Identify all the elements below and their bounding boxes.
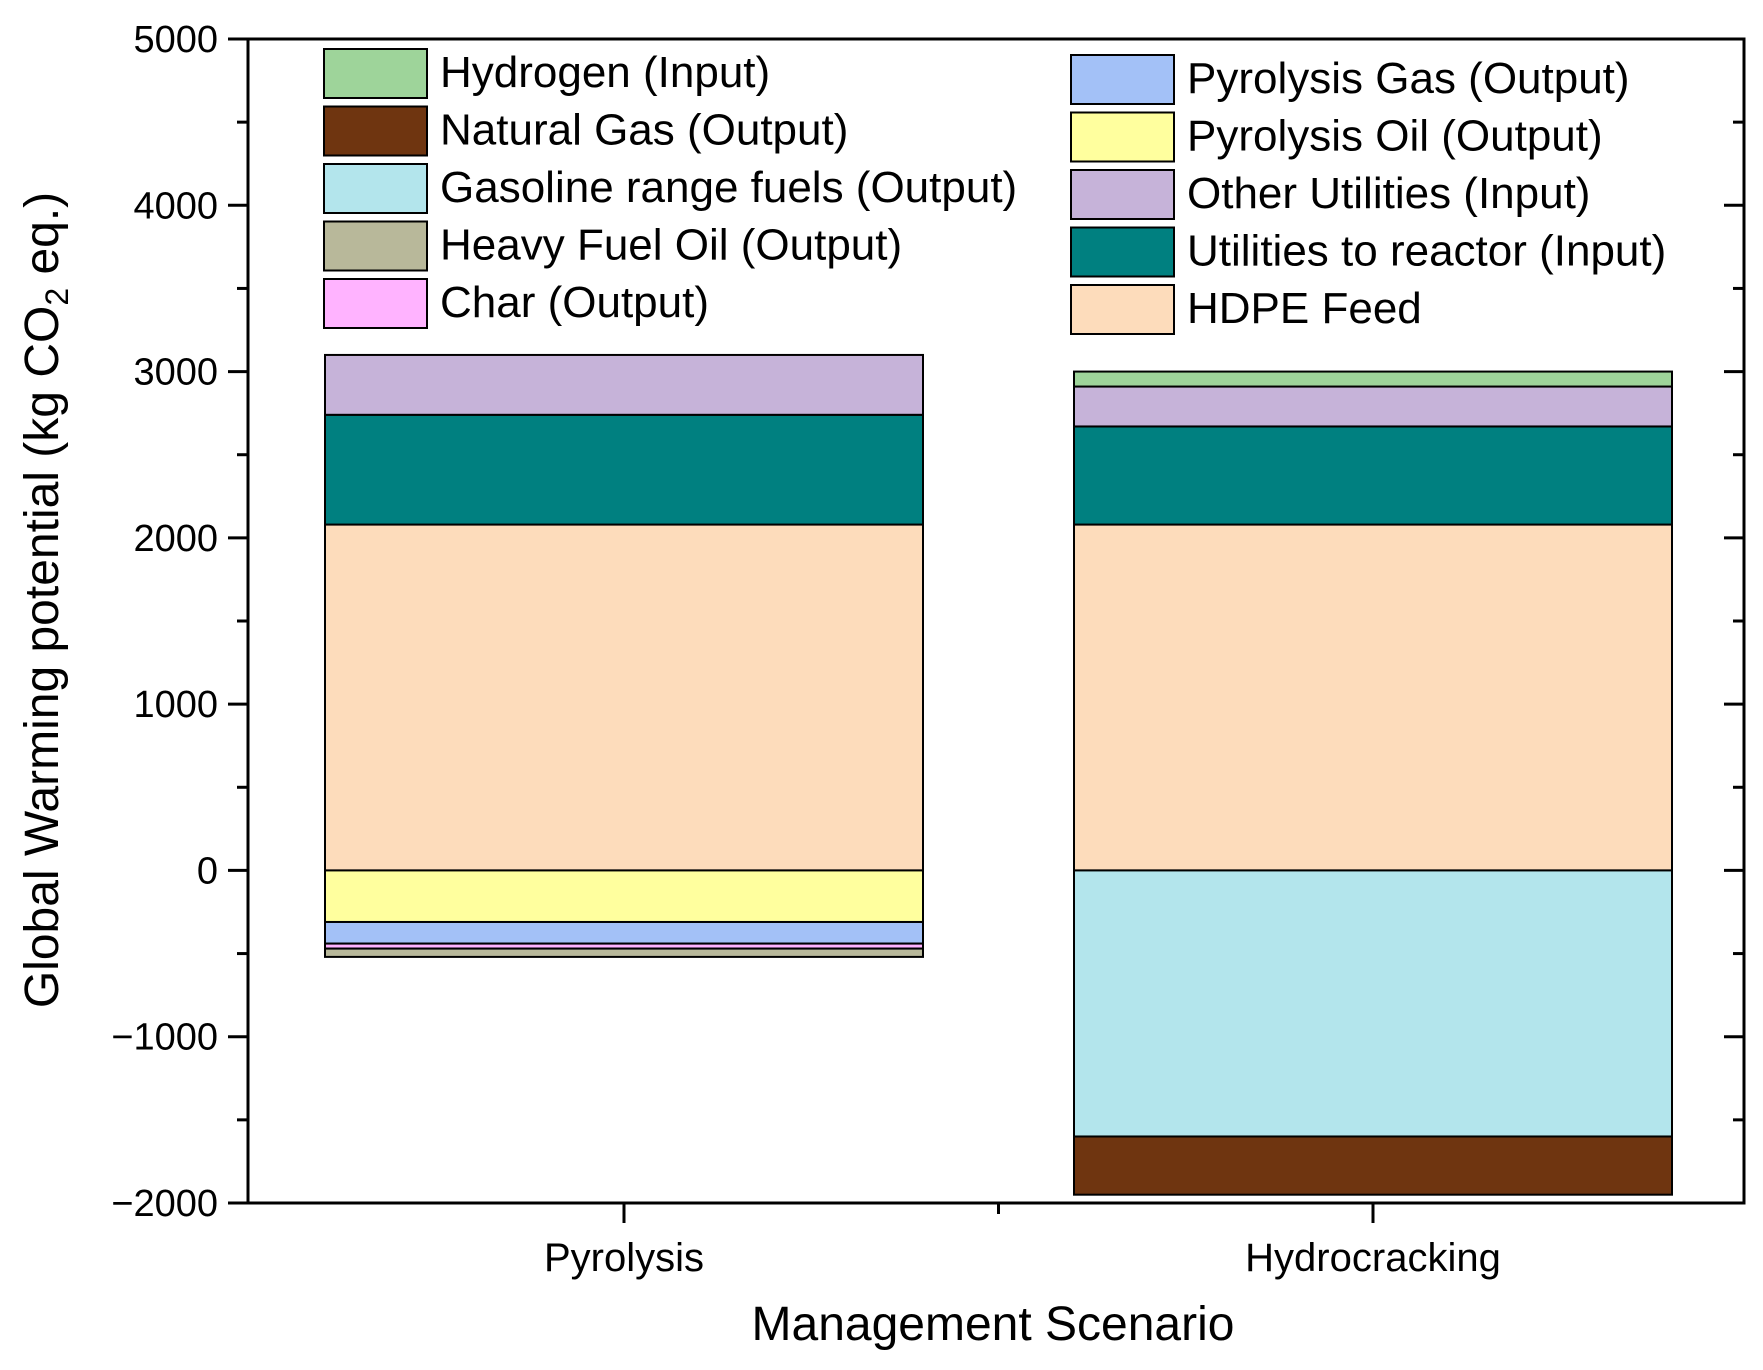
y-tick-label: −1000 — [111, 1017, 218, 1059]
legend-swatch-hdpe-feed — [1070, 284, 1175, 335]
legend-label-gasoline-range-fuels-output: Gasoline range fuels (Output) — [440, 163, 1017, 212]
legend-swatch-pyrolysis-oil-output — [1070, 111, 1175, 163]
x-tick-label-pyrolysis: Pyrolysis — [544, 1236, 704, 1280]
legend-swatch-other-utilities-input — [1070, 169, 1175, 220]
legend-swatch-char-output — [323, 278, 428, 329]
axes-layer: 5000 4000 3000 2000 1000 0 −1000 −2000 Pyrolysis… — [111, 19, 1746, 1280]
bar-segment-hydrocracking-hdpe-feed — [1073, 523, 1673, 872]
y-tick-label: 2000 — [133, 518, 218, 560]
bar-segment-pyrolysis-other-utilities-input — [324, 353, 924, 416]
legend-swatch-pyrolysis-gas-output — [1070, 54, 1175, 105]
legend-label-char-output: Char (Output) — [440, 278, 709, 327]
bar-segment-hydrocracking-other-utilities-input — [1073, 385, 1673, 428]
legend: Hydrogen (Input) Natural Gas (Output) Gaso… — [323, 48, 1666, 335]
bar-segment-pyrolysis-utilities-to-reactor-input — [324, 413, 924, 526]
legend-swatch-hydrogen-input — [323, 48, 428, 99]
x-tick-label-hydrocracking: Hydrocracking — [1245, 1236, 1501, 1280]
bar-segment-pyrolysis-pyrolysis-gas-output — [324, 920, 924, 945]
bar-segment-hydrocracking-utilities-to-reactor-input — [1073, 425, 1673, 526]
legend-label-natural-gas-output: Natural Gas (Output) — [440, 106, 848, 155]
y-tick-label: 1000 — [133, 684, 218, 726]
bar-segment-pyrolysis-heavy-fuel-oil-output — [324, 947, 924, 958]
legend-label-utilities-to-reactor-input: Utilities to reactor (Input) — [1187, 227, 1666, 276]
y-tick-label: 5000 — [133, 19, 218, 61]
legend-swatch-natural-gas-output — [323, 105, 428, 157]
legend-swatch-utilities-to-reactor-input — [1070, 226, 1175, 278]
legend-label-pyrolysis-oil-output: Pyrolysis Oil (Output) — [1187, 112, 1603, 161]
legend-label-hydrogen-input: Hydrogen (Input) — [440, 48, 770, 97]
bars-layer — [324, 353, 1673, 1196]
y-axis-title-tail: eq.) — [16, 192, 69, 288]
legend-label-hdpe-feed: HDPE Feed — [1187, 284, 1422, 333]
legend-label-heavy-fuel-oil-output: Heavy Fuel Oil (Output) — [440, 221, 902, 270]
legend-swatch-gasoline-range-fuels-output — [323, 163, 428, 214]
bar-segment-pyrolysis-pyrolysis-oil-output — [324, 869, 924, 923]
y-axis-title-main: Global Warming potential (kg CO — [16, 306, 69, 1009]
bar-segment-hydrocracking-gasoline-range-fuels-output — [1073, 869, 1673, 1138]
legend-label-pyrolysis-gas-output: Pyrolysis Gas (Output) — [1187, 54, 1630, 103]
legend-swatch-heavy-fuel-oil-output — [323, 220, 428, 272]
y-axis-title: Global Warming potential (kg CO2 eq.) — [16, 192, 75, 1008]
bar-segment-hydrocracking-natural-gas-output — [1073, 1135, 1673, 1196]
bar-segment-hydrocracking-hydrogen-input — [1073, 370, 1673, 388]
y-tick-label: 4000 — [133, 185, 218, 227]
y-tick-label: 0 — [197, 850, 218, 892]
y-axis-title-subscript: 2 — [39, 288, 75, 306]
y-tick-label: 3000 — [133, 352, 218, 394]
bar-segment-pyrolysis-hdpe-feed — [324, 523, 924, 872]
y-tick-label: −2000 — [111, 1183, 218, 1225]
x-axis-title: Management Scenario — [752, 1298, 1235, 1351]
legend-label-other-utilities-input: Other Utilities (Input) — [1187, 169, 1590, 218]
